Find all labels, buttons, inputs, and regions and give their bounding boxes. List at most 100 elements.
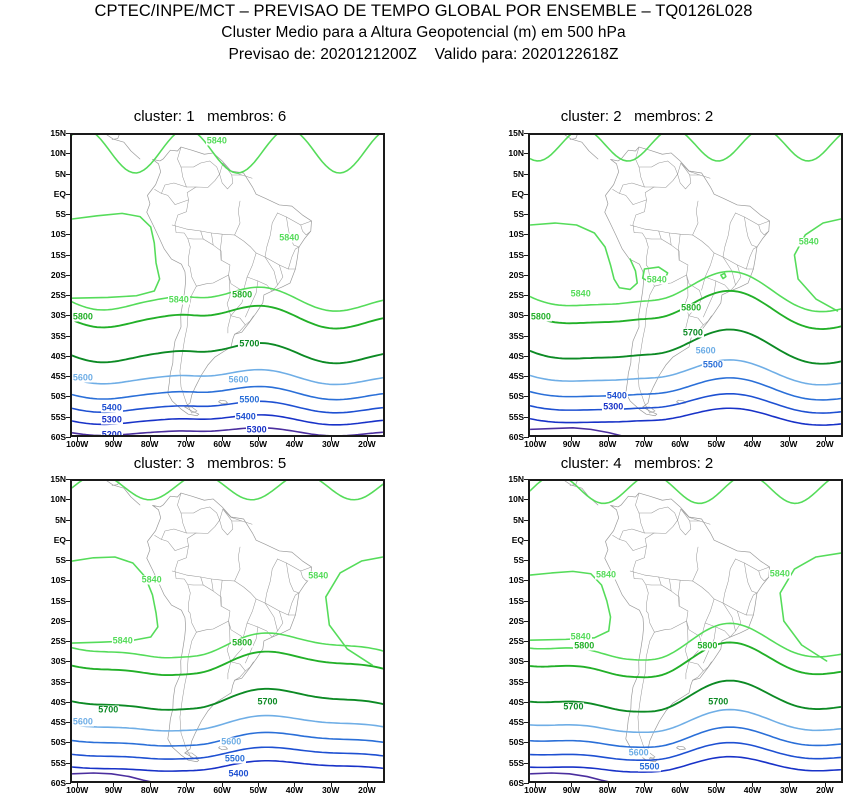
country-border	[234, 580, 266, 604]
contour-5300	[72, 414, 383, 426]
x-axis-tick-label: 40W	[743, 439, 762, 449]
coastline	[569, 135, 578, 140]
country-border	[658, 576, 662, 586]
y-axis-tick-label: 40S	[508, 350, 524, 361]
contour-label: 5840	[797, 236, 820, 247]
country-border	[264, 602, 278, 632]
y-axis-tick-mark	[66, 254, 71, 256]
y-axis-tick-label: 40S	[50, 696, 66, 707]
contour-label: 5700	[562, 701, 585, 712]
x-axis-tick-mark	[571, 782, 573, 787]
country-border	[703, 661, 712, 672]
y-axis-tick-label: 15N	[50, 474, 66, 484]
country-border	[629, 224, 693, 236]
map-canvas	[72, 135, 383, 435]
panel-title-3: cluster: 3 membros: 5	[133, 455, 287, 472]
x-axis-tick-mark	[258, 782, 260, 787]
x-axis-tick-mark	[535, 782, 537, 787]
contour-label: 5200	[100, 430, 123, 435]
country-border	[245, 315, 254, 326]
country-border	[184, 406, 198, 414]
country-border	[245, 661, 254, 672]
contour-5500	[530, 726, 841, 749]
x-axis-tick-label: 40W	[285, 439, 304, 449]
cluster-panel-1[interactable]: cluster: 1 membros: 6 5840 5840 5840 5800 58…	[0, 108, 420, 458]
y-axis-tick-mark	[524, 133, 529, 134]
y-axis-tick-label: 45S	[50, 717, 66, 728]
contour-5500	[530, 377, 841, 401]
y-axis-tick-label: 5N	[55, 168, 66, 179]
x-axis-tick-label: 80W	[140, 785, 159, 795]
country-border	[612, 535, 647, 551]
y-axis-tick-mark	[524, 641, 529, 643]
country-border	[704, 622, 731, 638]
country-border	[288, 592, 300, 616]
cluster-panel-3[interactable]: cluster: 3 membros: 5 5840 5840 5840 5800 57…	[0, 455, 420, 805]
y-axis-tick-mark	[66, 173, 71, 175]
x-axis-tick-mark	[222, 782, 224, 787]
coastline	[569, 481, 578, 486]
y-axis-tick-mark	[66, 539, 71, 541]
country-border	[619, 182, 655, 194]
y-axis-tick-label: 10S	[508, 229, 524, 240]
contour-5400	[530, 741, 841, 761]
y-axis-tick-label: 50S	[508, 737, 524, 748]
y-axis-tick-label: 40S	[508, 696, 524, 707]
y-axis-tick-label: 5S	[55, 209, 66, 220]
cluster-panel-2[interactable]: cluster: 2 membros: 2 5840 5840 5840 5800 58…	[427, 108, 847, 458]
x-axis-tick-label: 100W	[66, 785, 89, 795]
contour-5300	[72, 759, 383, 772]
country-border	[685, 661, 690, 680]
country-border	[692, 200, 699, 236]
country-border	[735, 212, 770, 226]
y-axis-tick-label: 30S	[50, 656, 66, 667]
x-axis-tick-label: 40W	[743, 785, 762, 795]
x-axis-tick-mark	[330, 436, 332, 441]
y-axis-tick-label: 35S	[50, 676, 66, 687]
contour-5400	[72, 746, 383, 760]
country-border	[692, 234, 724, 258]
country-border	[632, 162, 711, 317]
contour-label: 5400	[227, 768, 250, 779]
country-border	[638, 160, 678, 175]
y-axis-tick-label: 25S	[50, 636, 66, 647]
country-border	[171, 224, 235, 236]
country-border	[264, 212, 278, 258]
x-axis-tick-mark	[77, 436, 79, 441]
contour-label: 5840	[768, 568, 791, 579]
y-axis-tick-mark	[524, 254, 529, 256]
y-axis-tick-label: 15S	[508, 595, 524, 606]
y-axis-tick-mark	[66, 214, 71, 216]
contour-5600	[530, 708, 841, 734]
country-border	[245, 280, 259, 318]
country-border	[638, 506, 678, 521]
x-axis-tick-mark	[680, 436, 682, 441]
x-axis-tick-mark	[571, 436, 573, 441]
contour-5840	[530, 570, 612, 641]
country-border	[735, 558, 770, 572]
y-axis-tick-label: 10N	[50, 494, 66, 505]
country-border	[744, 216, 758, 248]
contour-label: 5840	[167, 294, 190, 305]
coastline	[564, 481, 599, 506]
x-axis-tick-mark	[535, 436, 537, 441]
x-axis-tick-label: 70W	[635, 785, 653, 795]
contour-5840	[793, 218, 841, 312]
x-axis-tick-label: 60W	[671, 439, 689, 449]
y-axis-tick-mark	[524, 376, 529, 378]
x-axis-tick-label: 30W	[779, 439, 798, 449]
country-border	[187, 238, 197, 287]
y-axis-tick-mark	[524, 499, 529, 501]
y-axis-tick-label: 15S	[508, 249, 524, 260]
y-axis-tick-mark	[66, 499, 71, 501]
x-axis-tick-mark	[113, 782, 115, 787]
y-axis-tick-label: 20S	[508, 269, 524, 280]
header-line-dates: Previsao de: 2020121200Z Valido para: 20…	[228, 46, 619, 63]
contour-5300	[530, 407, 841, 426]
contour-label: 5300	[245, 424, 268, 435]
country-border	[692, 546, 699, 582]
y-axis-tick-label: 10S	[50, 575, 66, 586]
y-axis-tick-label: EQ	[53, 188, 66, 199]
y-axis-tick-label: 10S	[50, 229, 66, 240]
cluster-panel-4[interactable]: cluster: 4 membros: 2 5840 5840 5840 5800 58…	[427, 455, 847, 805]
